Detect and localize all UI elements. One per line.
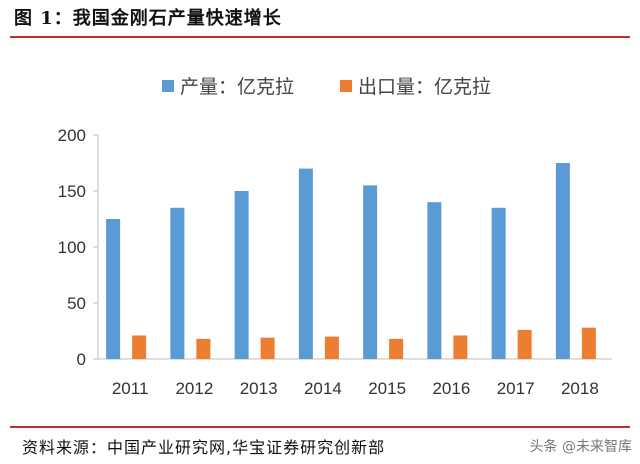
y-tick-label: 200	[58, 126, 86, 145]
bar-series-1-2013	[234, 191, 249, 359]
y-tick-label: 50	[67, 294, 86, 313]
bar-series-2-2012	[196, 338, 211, 359]
bar-series-1-2018	[555, 163, 570, 359]
bar-series-1-2016	[427, 202, 442, 359]
y-tick-label: 100	[58, 238, 86, 257]
bottom-divider	[10, 426, 630, 428]
y-tick-label: 0	[77, 350, 86, 369]
bar-series-2-2018	[581, 327, 596, 359]
watermark: 头条 @未来智库	[529, 439, 632, 455]
x-tick-label: 2011	[112, 379, 149, 398]
bar-series-1-2015	[363, 185, 378, 359]
bar-series-1-2014	[298, 168, 313, 359]
bar-series-2-2016	[453, 335, 468, 359]
legend: 产量：亿克拉 出口量：亿克拉	[162, 76, 491, 98]
bar-series-2-2011	[132, 335, 147, 359]
top-divider	[10, 36, 630, 38]
legend-swatch-2	[340, 80, 352, 92]
figure-title: 图 1：我国金刚石产量快速增长	[14, 8, 282, 29]
source-note: 资料来源：中国产业研究网,华宝证券研究创新部	[22, 438, 386, 457]
legend-swatch-1	[162, 80, 174, 92]
legend-label-2: 出口量：亿克拉	[358, 76, 491, 98]
x-tick-label: 2016	[432, 379, 470, 398]
bar-series-2-2014	[324, 336, 339, 359]
bar-series-2-2013	[260, 337, 275, 359]
x-tick-label: 2017	[497, 379, 535, 398]
bar-series-2-2015	[389, 338, 404, 359]
x-tick-label: 2018	[561, 379, 599, 398]
bar-series-1-2012	[170, 207, 185, 359]
x-tick-label: 2012	[175, 379, 213, 398]
x-tick-label: 2013	[240, 379, 278, 398]
bars	[106, 163, 596, 359]
bar-series-1-2011	[106, 219, 121, 359]
x-axis: 2011 2012 2013 2014 2015 2016 2017 2018	[98, 358, 612, 398]
x-tick-label: 2014	[304, 379, 342, 398]
y-axis: 0 50 100 150 200	[58, 126, 99, 369]
x-tick-label: 2015	[368, 379, 406, 398]
bar-series-2-2017	[517, 329, 532, 359]
bar-series-1-2017	[491, 207, 506, 359]
y-tick-label: 150	[58, 182, 86, 201]
legend-label-1: 产量：亿克拉	[180, 76, 294, 98]
